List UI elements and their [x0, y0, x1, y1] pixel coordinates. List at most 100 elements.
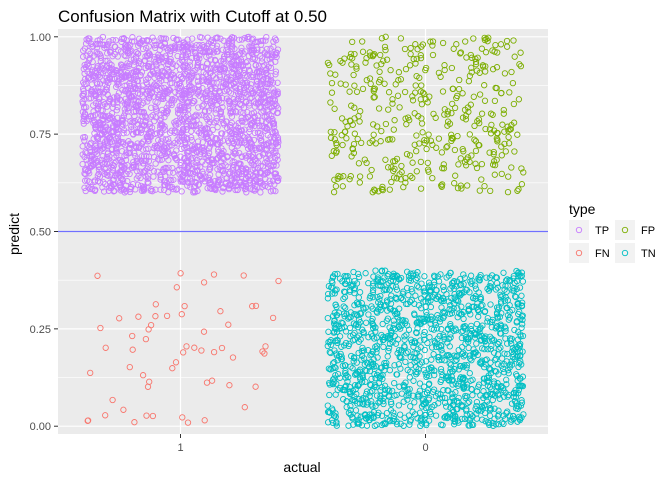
point-tp [85, 74, 93, 81]
point-fp [417, 158, 425, 166]
point-tp [91, 91, 98, 98]
point-tn [421, 336, 428, 343]
point-fp [508, 164, 515, 171]
point-tn [517, 315, 524, 322]
point-tp [245, 153, 252, 160]
point-tp [110, 129, 117, 136]
point-tp [130, 126, 137, 133]
point-tp [175, 43, 183, 51]
point-tp [238, 117, 245, 125]
point-tn [347, 333, 354, 340]
point-tn [376, 338, 383, 345]
point-fp [376, 68, 383, 75]
point-fp [327, 128, 334, 136]
point-tn [503, 376, 510, 383]
point-tp [273, 162, 280, 169]
point-tn [354, 420, 361, 427]
point-tp [257, 170, 264, 177]
point-tp [104, 126, 112, 133]
point-tp [142, 64, 149, 72]
point-tn [438, 368, 445, 376]
point-tn [345, 315, 352, 322]
point-tp [103, 83, 111, 91]
point-tn [486, 282, 493, 290]
point-tn [367, 358, 375, 366]
point-tp [194, 62, 202, 69]
point-tn [413, 329, 420, 336]
point-tn [506, 361, 514, 368]
point-tp [134, 104, 141, 111]
point-tp [213, 182, 221, 189]
point-tn [380, 394, 387, 402]
point-tn [334, 357, 341, 364]
point-tp [95, 84, 102, 91]
point-tp [106, 159, 114, 166]
point-tp [143, 153, 150, 160]
point-tp [242, 119, 249, 126]
point-tn [347, 406, 354, 414]
point-tn [447, 365, 454, 372]
point-fn [261, 350, 268, 357]
point-tp [83, 117, 90, 125]
point-fp [355, 160, 363, 167]
point-tp [118, 73, 125, 81]
point-tn [468, 386, 475, 393]
point-tp [227, 60, 234, 67]
point-fn [262, 343, 269, 350]
point-tp [273, 132, 280, 139]
point-tp [238, 182, 246, 189]
point-tp [155, 51, 162, 58]
point-tp [113, 170, 120, 177]
point-tn [333, 380, 340, 387]
point-fp [409, 174, 416, 181]
point-tn [445, 352, 453, 359]
point-tp [109, 145, 116, 153]
point-tn [370, 280, 377, 287]
point-tn [446, 343, 453, 350]
point-fp [511, 53, 518, 60]
point-tn [394, 310, 401, 317]
point-tp [220, 184, 227, 192]
point-fp [327, 99, 334, 106]
point-tp [187, 128, 195, 135]
point-tp [106, 75, 114, 83]
point-fp [418, 43, 425, 50]
point-tp [213, 101, 221, 108]
point-tn [435, 353, 443, 361]
point-tp [230, 170, 237, 178]
point-tn [397, 365, 404, 372]
point-tp [227, 90, 235, 97]
point-tn [350, 358, 357, 365]
point-tn [431, 367, 438, 374]
point-tp [122, 52, 129, 60]
point-fp [338, 115, 346, 122]
point-tn [356, 420, 363, 427]
point-tn [515, 303, 522, 310]
point-tn [418, 295, 425, 302]
point-tn [517, 272, 524, 280]
point-tn [485, 287, 493, 294]
point-tn [442, 413, 449, 420]
point-tp [212, 156, 220, 163]
point-tp [274, 88, 281, 95]
point-tn [398, 294, 405, 301]
point-tp [79, 100, 87, 107]
point-tn [362, 412, 369, 419]
point-tn [353, 280, 361, 287]
point-tp [104, 91, 111, 98]
point-tp [99, 131, 106, 138]
point-tn [358, 378, 366, 386]
point-tp [242, 169, 250, 176]
point-fp [396, 104, 403, 111]
point-fp [481, 97, 489, 104]
point-tn [407, 353, 414, 361]
point-tp [224, 163, 232, 170]
point-tn [483, 274, 490, 281]
point-tn [354, 400, 361, 407]
point-tp [204, 152, 212, 159]
point-tp [82, 167, 90, 174]
point-tn [481, 308, 488, 316]
point-tn [476, 359, 484, 366]
point-tp [198, 175, 205, 182]
point-tp [83, 156, 90, 164]
